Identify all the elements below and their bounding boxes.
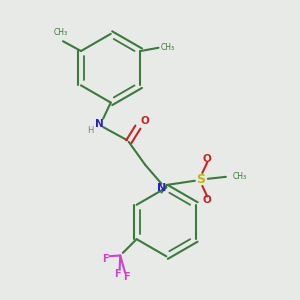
Text: O: O bbox=[140, 116, 149, 126]
Text: CH₃: CH₃ bbox=[53, 28, 68, 37]
Text: F: F bbox=[102, 254, 109, 264]
Text: S: S bbox=[196, 173, 205, 186]
Text: N: N bbox=[157, 183, 166, 193]
Text: H: H bbox=[87, 125, 93, 134]
Text: F: F bbox=[124, 272, 130, 282]
Text: O: O bbox=[203, 154, 212, 164]
Text: O: O bbox=[203, 195, 212, 205]
Text: N: N bbox=[95, 119, 104, 130]
Text: CH₃: CH₃ bbox=[161, 43, 175, 52]
Text: CH₃: CH₃ bbox=[232, 172, 247, 181]
Text: F: F bbox=[114, 268, 120, 278]
